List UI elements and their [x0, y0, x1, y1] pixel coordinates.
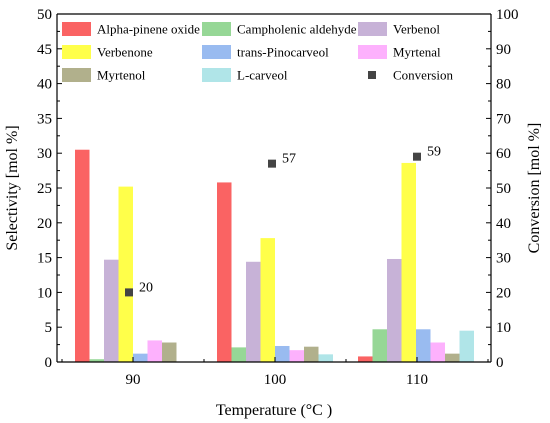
- conversion-label-90: 20: [139, 280, 153, 295]
- bar-verbenol-90: [104, 259, 119, 362]
- x-tick-label-110: 110: [406, 372, 428, 388]
- legend-swatch-myrtenal: [358, 45, 387, 59]
- conversion-label-100: 57: [282, 152, 296, 167]
- bar-trans-pinocarveol-110: [416, 329, 431, 362]
- legend-label-myrtenal: Myrtenal: [393, 45, 441, 60]
- left-tick-label-25: 25: [37, 181, 52, 197]
- legend-label-campholenic-aldehyde: Campholenic aldehyde: [237, 22, 357, 37]
- legend-label-verbenol: Verbenol: [393, 22, 440, 37]
- legend-label-alpha-pinene-oxide: Alpha-pinene oxide: [97, 22, 200, 37]
- bar-verbenol-110: [387, 258, 402, 362]
- right-tick-label-0: 0: [496, 355, 504, 371]
- bar-alpha-pinene-oxide-90: [75, 149, 90, 362]
- left-tick-label-0: 0: [45, 355, 53, 371]
- right-tick-label-20: 20: [496, 285, 511, 301]
- left-tick-label-10: 10: [37, 285, 52, 301]
- legend-swatch-campholenic-aldehyde: [202, 22, 231, 36]
- left-tick-label-45: 45: [37, 42, 52, 58]
- bar-myrtenal-90: [147, 340, 162, 362]
- right-tick-label-10: 10: [496, 320, 511, 336]
- bar-trans-pinocarveol-90: [133, 353, 148, 362]
- legend-swatch-trans-pinocarveol: [202, 45, 231, 59]
- right-tick-label-90: 90: [496, 42, 511, 58]
- bar-myrtenol-90: [162, 342, 177, 362]
- legend-swatch-verbenol: [358, 22, 387, 36]
- legend-label-verbenone: Verbenone: [97, 45, 153, 60]
- left-tick-label-20: 20: [37, 216, 52, 232]
- bar-verbenone-90: [118, 186, 133, 362]
- bar-myrtenol-100: [304, 346, 319, 362]
- bar-l-carveol-100: [318, 354, 333, 362]
- right-tick-label-60: 60: [496, 146, 511, 162]
- legend-swatch-conversion: [368, 71, 376, 79]
- bar-campholenic-aldehyde-110: [372, 329, 387, 362]
- legend-swatch-myrtenol: [62, 68, 91, 82]
- bar-verbenone-100: [260, 238, 275, 362]
- left-tick-label-35: 35: [37, 111, 52, 127]
- legend-label-trans-pinocarveol: trans-Pinocarveol: [237, 45, 329, 60]
- legend-swatch-l-carveol: [202, 68, 231, 82]
- bar-myrtenal-100: [289, 350, 304, 362]
- legend-label-myrtenol: Myrtenol: [97, 68, 146, 83]
- left-axis-ticks: 0 5 10 15 20 25 30 35 40 45 50: [37, 7, 62, 371]
- right-tick-label-30: 30: [496, 251, 511, 267]
- right-tick-label-50: 50: [496, 181, 511, 197]
- legend: Alpha-pinene oxide Campholenic aldehyde Ve…: [62, 22, 453, 83]
- conversion-point-100: [268, 159, 276, 168]
- bar-alpha-pinene-oxide-100: [217, 182, 232, 362]
- x-axis-title: Temperature (°C ): [216, 402, 332, 419]
- bar-verbenol-100: [246, 261, 261, 362]
- bar-campholenic-aldehyde-90: [89, 359, 104, 362]
- legend-label-l-carveol: L-carveol: [237, 68, 288, 83]
- legend-swatch-verbenone: [62, 45, 91, 59]
- left-tick-label-50: 50: [37, 7, 52, 23]
- conversion-label-110: 59: [427, 145, 441, 160]
- x-axis-ticks: 90 100 110: [61, 357, 489, 388]
- left-tick-label-40: 40: [37, 77, 52, 93]
- legend-swatch-alpha-pinene-oxide: [62, 22, 91, 36]
- left-tick-label-15: 15: [37, 251, 52, 267]
- y-axis-title: Selectivity [mol %]: [4, 125, 21, 250]
- bar-l-carveol-110: [459, 330, 474, 362]
- right-tick-label-40: 40: [496, 216, 511, 232]
- right-tick-label-70: 70: [496, 111, 511, 127]
- bars-layer: [75, 149, 474, 362]
- bar-myrtenol-110: [445, 353, 460, 362]
- right-tick-label-80: 80: [496, 77, 511, 93]
- bar-campholenic-aldehyde-100: [231, 347, 246, 362]
- conversion-point-110: [413, 152, 421, 161]
- x-tick-label-90: 90: [126, 372, 141, 388]
- x-tick-label-100: 100: [264, 372, 287, 388]
- bar-trans-pinocarveol-100: [275, 345, 290, 362]
- legend-label-conversion: Conversion: [393, 68, 453, 83]
- right-tick-label-100: 100: [496, 7, 519, 23]
- conversion-points-layer: 20 57 59: [125, 145, 441, 297]
- y2-axis-title: Conversion [mol %]: [526, 123, 543, 254]
- right-axis-ticks: 0 10 20 30 40 50 60 70 80 90 100: [486, 7, 519, 371]
- bar-myrtenal-110: [430, 342, 445, 362]
- left-tick-label-5: 5: [45, 320, 53, 336]
- conversion-point-90: [125, 288, 133, 297]
- bar-verbenone-110: [401, 162, 416, 362]
- left-tick-label-30: 30: [37, 146, 52, 162]
- bar-alpha-pinene-oxide-110: [358, 356, 373, 362]
